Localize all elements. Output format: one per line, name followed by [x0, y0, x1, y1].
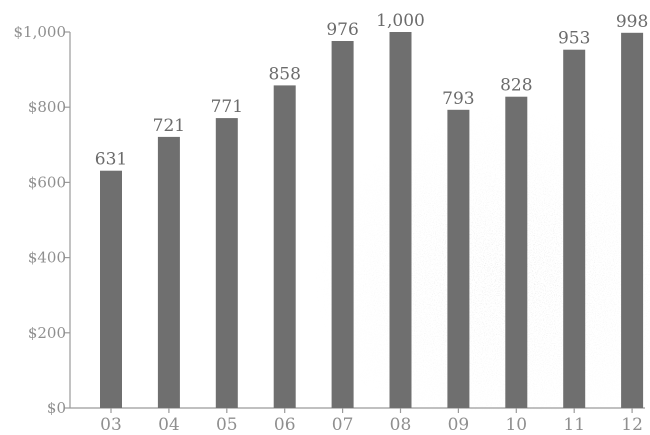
x-tick-label: 05 [216, 415, 238, 435]
data-label: 998 [616, 12, 648, 32]
y-tick-label: $0 [47, 399, 66, 417]
bar [621, 32, 644, 409]
x-axis: 03 04 05 06 07 08 09 10 11 12 [70, 407, 645, 435]
bar [563, 49, 586, 408]
x-tick-label: 12 [621, 415, 643, 435]
y-tick-label: $200 [28, 324, 66, 342]
data-label: 858 [268, 64, 300, 84]
bar [331, 41, 354, 408]
x-tick-label: 03 [100, 415, 122, 435]
data-label: 828 [500, 76, 532, 96]
bar [505, 96, 528, 408]
y-tick-label: $400 [28, 249, 66, 267]
bar [157, 136, 180, 408]
data-label: 1,000 [376, 11, 425, 31]
bar [389, 32, 412, 408]
y-axis: $0 $200 $400 $600 $800 $1,000 [14, 23, 71, 417]
x-tick-label: 09 [448, 415, 470, 435]
data-label: 631 [95, 150, 127, 170]
bar [215, 118, 238, 408]
x-tick-label: 08 [390, 415, 412, 435]
bar [447, 109, 470, 409]
bar [100, 170, 122, 408]
data-label: 793 [442, 89, 474, 109]
y-tick-label: $600 [28, 173, 66, 191]
x-tick-label: 07 [332, 415, 354, 435]
bar [273, 85, 296, 409]
y-tick-label: $800 [28, 98, 66, 116]
data-label: 721 [153, 116, 185, 136]
data-label: 953 [558, 29, 590, 49]
x-tick-label: 11 [563, 415, 585, 435]
y-tick-label: $1,000 [14, 23, 67, 41]
x-tick-label: 10 [505, 415, 527, 435]
x-tick-label: 04 [158, 415, 180, 435]
bars [100, 32, 644, 409]
data-label: 771 [211, 97, 243, 117]
data-labels: 631 721 771 858 976 1,000 793 828 953 998 [95, 11, 649, 170]
x-tick-label: 06 [274, 415, 296, 435]
data-label: 976 [326, 20, 358, 40]
